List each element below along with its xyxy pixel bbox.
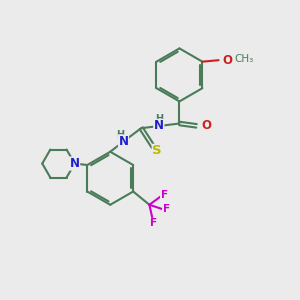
Text: F: F <box>163 204 170 214</box>
Text: F: F <box>160 190 168 200</box>
Text: N: N <box>70 157 80 170</box>
Text: S: S <box>152 144 162 158</box>
Text: O: O <box>222 54 233 67</box>
Text: N: N <box>154 119 164 132</box>
Text: CH₃: CH₃ <box>235 54 254 64</box>
Text: O: O <box>202 119 212 132</box>
Text: F: F <box>150 218 158 228</box>
Text: H: H <box>155 114 163 124</box>
Text: H: H <box>116 130 124 140</box>
Text: N: N <box>118 135 128 148</box>
